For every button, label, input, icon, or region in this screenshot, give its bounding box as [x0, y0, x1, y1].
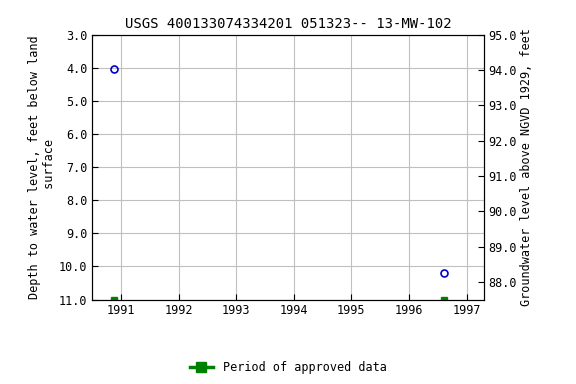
Y-axis label: Groundwater level above NGVD 1929, feet: Groundwater level above NGVD 1929, feet [520, 28, 533, 306]
Legend: Period of approved data: Period of approved data [185, 356, 391, 378]
Y-axis label: Depth to water level, feet below land
 surface: Depth to water level, feet below land su… [28, 35, 56, 299]
Title: USGS 400133074334201 051323-- 13-MW-102: USGS 400133074334201 051323-- 13-MW-102 [124, 17, 452, 31]
